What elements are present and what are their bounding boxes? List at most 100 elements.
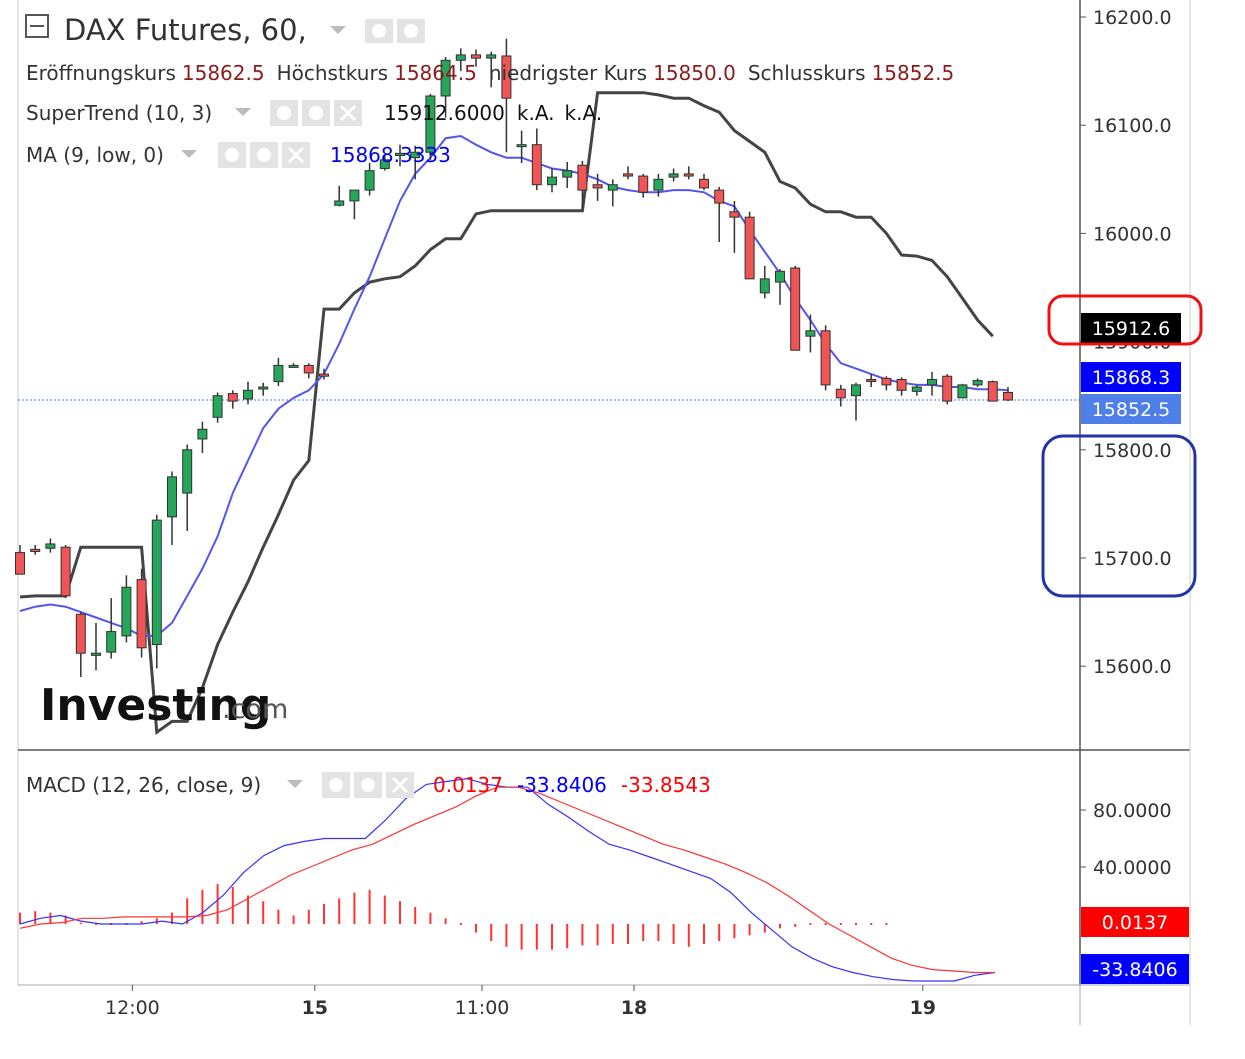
chevron-down-icon[interactable] <box>287 780 303 788</box>
candle <box>151 514 162 669</box>
candle-body <box>75 613 86 654</box>
candle-body <box>364 170 375 191</box>
candle <box>987 380 998 402</box>
price-tick-label: 15700.0 <box>1093 548 1172 570</box>
candle-body <box>212 395 223 418</box>
macd-legend: MACD (12, 26, close, 9) 0.0137 -33.8406 -3… <box>26 772 711 798</box>
candle <box>395 144 405 167</box>
candle <box>334 185 345 207</box>
candle-body <box>243 389 253 400</box>
candle <box>471 49 481 67</box>
candle <box>501 38 512 153</box>
candle-body <box>759 278 770 294</box>
candle <box>455 48 466 72</box>
candle-body <box>577 164 588 191</box>
candle <box>106 598 117 659</box>
candle <box>942 374 953 405</box>
candle-body <box>805 330 816 337</box>
candle-body <box>106 631 117 653</box>
time-tick-label: 19 <box>910 997 936 1019</box>
candle-body <box>835 388 846 399</box>
macd-signal-line <box>19 786 995 974</box>
candle-body <box>227 393 238 402</box>
candle <box>714 186 725 243</box>
candle <box>881 376 892 391</box>
chevron-down-icon[interactable] <box>235 108 251 116</box>
candle <box>729 200 740 253</box>
ma-value: 15868.3333 <box>330 143 451 167</box>
blue-highlight-box <box>1041 434 1197 598</box>
ohlc-low-label: niedrigster Kurs <box>489 61 647 85</box>
supertrend-v2: k.A. <box>517 101 555 125</box>
macd-pane[interactable] <box>19 777 996 982</box>
price-badge-bg <box>1081 313 1181 343</box>
candle <box>592 173 603 201</box>
candle-body <box>592 184 603 189</box>
candle <box>30 545 41 555</box>
chevron-down-icon[interactable] <box>330 26 346 34</box>
candle <box>638 173 649 198</box>
macd-badge-bg <box>1081 907 1189 937</box>
candle-body <box>638 175 649 193</box>
candle <box>45 538 56 553</box>
candle-body <box>30 548 41 553</box>
price-pane[interactable] <box>15 38 1013 735</box>
macd-line-value: -33.8406 <box>517 773 607 797</box>
candle <box>957 383 968 399</box>
candle <box>227 390 238 409</box>
supertrend-legend: SuperTrend (10, 3) 15912.6000 k.A. k.A. <box>26 100 602 126</box>
candle-body <box>531 144 542 186</box>
candle-body <box>714 189 725 204</box>
candle <box>805 314 816 353</box>
candle-body <box>136 579 147 649</box>
candle-body <box>729 211 740 218</box>
candle <box>820 325 831 391</box>
candle-body <box>744 216 755 280</box>
candle-body <box>516 144 527 148</box>
candle-body <box>501 55 512 99</box>
candle-body <box>197 428 208 440</box>
candle-body <box>607 184 618 191</box>
investing-logo: Investing .com <box>40 680 288 731</box>
ma-line <box>19 134 1009 637</box>
svg-text:0.0137-33.8406-33.8543: 0.0137 -33.8406 -33.8543 <box>433 773 711 797</box>
candle <box>136 568 147 658</box>
candle-body <box>45 543 56 549</box>
candle <box>273 357 284 386</box>
candle-body <box>896 378 907 391</box>
candle <box>425 93 436 160</box>
time-tick-label: 12:00 <box>105 997 160 1019</box>
candle <box>91 622 101 671</box>
chevron-down-icon[interactable] <box>181 150 197 158</box>
candle <box>319 368 329 380</box>
candle-body <box>1003 391 1013 401</box>
price-axis[interactable]: 16200.016100.016000.015900.015800.015700… <box>1080 7 1189 984</box>
candle-body <box>91 652 101 656</box>
candle-body <box>851 384 861 397</box>
supertrend-line <box>19 91 994 735</box>
candle-body <box>319 373 329 377</box>
candle-body <box>942 375 953 402</box>
supertrend-v3: k.A. <box>565 101 603 125</box>
ohlc-close-label: Schlusskurs <box>748 61 866 85</box>
candle-body <box>167 476 177 518</box>
time-axis[interactable]: 12:00 15 11:00 18 19 <box>105 985 936 1019</box>
candle-body <box>547 176 557 186</box>
price-badge: 15868.3 <box>1081 362 1181 392</box>
grid-layer <box>17 0 1191 1025</box>
candle-body <box>866 378 877 382</box>
candle-body <box>927 378 937 386</box>
logo-main: Investing <box>40 680 271 731</box>
candle-body <box>60 546 71 597</box>
candle-body <box>881 377 892 386</box>
candle-body <box>486 54 497 59</box>
candle-body <box>288 364 299 368</box>
candle-body <box>121 586 132 637</box>
ohlc-high-value: 15864.5 <box>394 61 477 85</box>
candle <box>896 377 907 396</box>
candle <box>607 179 618 207</box>
candle <box>303 363 314 379</box>
candle <box>699 173 709 191</box>
candle <box>623 166 633 180</box>
